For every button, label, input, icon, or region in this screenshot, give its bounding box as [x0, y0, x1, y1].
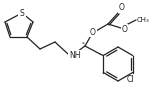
Text: S: S	[20, 9, 24, 18]
Text: Cl: Cl	[127, 75, 134, 84]
Text: *: *	[82, 41, 84, 46]
Text: CH₃: CH₃	[137, 17, 150, 23]
Text: O: O	[119, 3, 125, 12]
Text: NH: NH	[69, 50, 81, 59]
Text: O: O	[122, 24, 128, 34]
Text: O: O	[90, 28, 96, 36]
